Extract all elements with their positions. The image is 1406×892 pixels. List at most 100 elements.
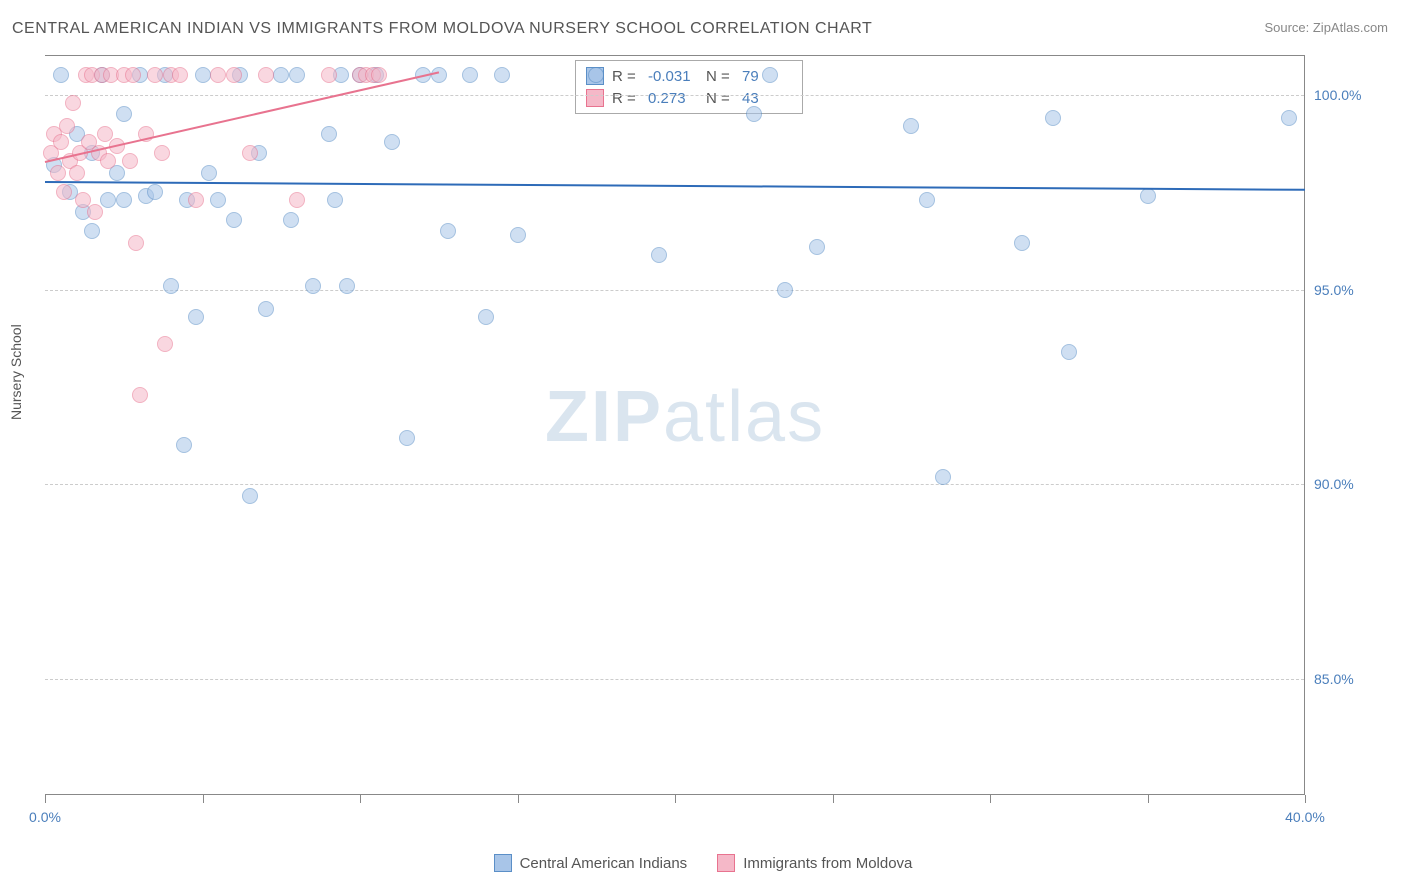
scatter-point	[242, 488, 258, 504]
scatter-point	[327, 192, 343, 208]
scatter-point	[258, 67, 274, 83]
scatter-point	[588, 67, 604, 83]
scatter-point	[226, 67, 242, 83]
scatter-point	[1140, 188, 1156, 204]
r-value-2: 0.273	[648, 90, 698, 107]
scatter-point	[762, 67, 778, 83]
scatter-point	[188, 192, 204, 208]
legend-item-1: Central American Indians	[494, 854, 688, 872]
x-tick	[833, 795, 834, 803]
scatter-point	[147, 184, 163, 200]
scatter-point	[283, 212, 299, 228]
scatter-point	[746, 106, 762, 122]
scatter-point	[289, 67, 305, 83]
swatch-series1	[494, 854, 512, 872]
n-label: N =	[706, 68, 734, 85]
x-tick	[990, 795, 991, 803]
scatter-point	[339, 278, 355, 294]
watermark-bold: ZIP	[545, 377, 663, 457]
swatch-series2	[586, 89, 604, 107]
scatter-point	[226, 212, 242, 228]
x-tick	[1148, 795, 1149, 803]
swatch-series2	[717, 854, 735, 872]
scatter-point	[69, 165, 85, 181]
scatter-point	[462, 67, 478, 83]
scatter-point	[163, 278, 179, 294]
x-tick	[360, 795, 361, 803]
scatter-point	[53, 134, 69, 150]
legend-row: R = 0.273 N = 43	[586, 87, 792, 109]
scatter-point	[258, 301, 274, 317]
scatter-point	[132, 387, 148, 403]
scatter-point	[1061, 344, 1077, 360]
scatter-point	[116, 106, 132, 122]
x-tick	[518, 795, 519, 803]
legend-bottom: Central American Indians Immigrants from…	[0, 854, 1406, 872]
y-axis-label: Nursery School	[8, 324, 24, 420]
scatter-point	[651, 247, 667, 263]
scatter-point	[116, 192, 132, 208]
scatter-point	[210, 67, 226, 83]
scatter-point	[919, 192, 935, 208]
legend-label-2: Immigrants from Moldova	[743, 855, 912, 872]
x-tick	[203, 795, 204, 803]
scatter-point	[188, 309, 204, 325]
gridline-h	[45, 679, 1304, 680]
scatter-point	[195, 67, 211, 83]
scatter-point	[384, 134, 400, 150]
gridline-h	[45, 95, 1304, 96]
scatter-point	[809, 239, 825, 255]
legend-item-2: Immigrants from Moldova	[717, 854, 912, 872]
scatter-point	[494, 67, 510, 83]
x-tick	[45, 795, 46, 803]
x-tick-label: 40.0%	[1285, 809, 1325, 825]
n-label: N =	[706, 90, 734, 107]
scatter-point	[1014, 235, 1030, 251]
scatter-point	[1045, 110, 1061, 126]
x-tick-label: 0.0%	[29, 809, 61, 825]
scatter-point	[210, 192, 226, 208]
y-tick-label: 100.0%	[1314, 87, 1374, 103]
scatter-point	[56, 184, 72, 200]
x-tick	[675, 795, 676, 803]
scatter-point	[172, 67, 188, 83]
source-label: Source: ZipAtlas.com	[1264, 20, 1388, 35]
scatter-point	[59, 118, 75, 134]
scatter-point	[273, 67, 289, 83]
scatter-point	[157, 336, 173, 352]
scatter-point	[125, 67, 141, 83]
r-label: R =	[612, 68, 640, 85]
scatter-point	[100, 192, 116, 208]
scatter-point	[87, 204, 103, 220]
scatter-point	[321, 126, 337, 142]
scatter-point	[440, 223, 456, 239]
scatter-point	[53, 67, 69, 83]
legend-label-1: Central American Indians	[520, 855, 688, 872]
scatter-point	[399, 430, 415, 446]
watermark-rest: atlas	[663, 377, 825, 457]
chart-title: CENTRAL AMERICAN INDIAN VS IMMIGRANTS FR…	[12, 20, 872, 38]
scatter-point	[431, 67, 447, 83]
scatter-point	[510, 227, 526, 243]
scatter-point	[65, 95, 81, 111]
scatter-point	[100, 153, 116, 169]
scatter-point	[478, 309, 494, 325]
scatter-point	[128, 235, 144, 251]
plot-area: ZIPatlas R = -0.031 N = 79 R = 0.273 N =…	[45, 55, 1305, 795]
scatter-point	[242, 145, 258, 161]
scatter-point	[903, 118, 919, 134]
scatter-point	[154, 145, 170, 161]
n-value-2: 43	[742, 90, 792, 107]
scatter-point	[777, 282, 793, 298]
y-tick-label: 85.0%	[1314, 671, 1374, 687]
gridline-h	[45, 484, 1304, 485]
scatter-point	[1281, 110, 1297, 126]
scatter-point	[176, 437, 192, 453]
scatter-point	[289, 192, 305, 208]
x-tick	[1305, 795, 1306, 803]
scatter-point	[122, 153, 138, 169]
r-value-1: -0.031	[648, 68, 698, 85]
scatter-point	[371, 67, 387, 83]
scatter-point	[147, 67, 163, 83]
scatter-point	[201, 165, 217, 181]
